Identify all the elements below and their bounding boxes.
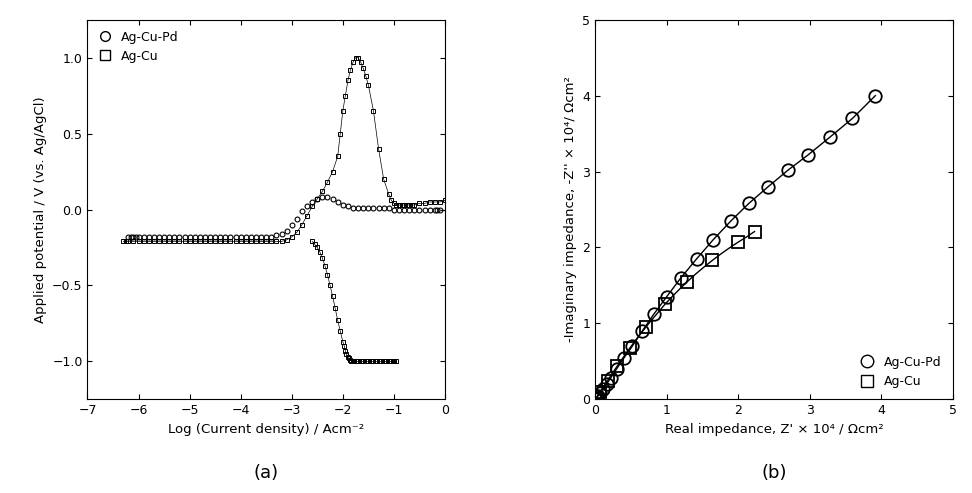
X-axis label: Log (Current density) / Acm⁻²: Log (Current density) / Acm⁻² [168, 423, 364, 436]
Legend: Ag-Cu-Pd, Ag-Cu: Ag-Cu-Pd, Ag-Cu [856, 351, 947, 393]
Y-axis label: Applied potential / V (vs. Ag/AgCl): Applied potential / V (vs. Ag/AgCl) [34, 96, 47, 323]
Text: (b): (b) [761, 464, 786, 482]
Text: (a): (a) [254, 464, 279, 482]
Y-axis label: -Imaginary impedance, -Z'' × 10⁴/ Ωcm²: -Imaginary impedance, -Z'' × 10⁴/ Ωcm² [564, 76, 576, 343]
X-axis label: Real impedance, Z' × 10⁴ / Ωcm²: Real impedance, Z' × 10⁴ / Ωcm² [665, 423, 884, 436]
Legend: Ag-Cu-Pd, Ag-Cu: Ag-Cu-Pd, Ag-Cu [93, 26, 184, 68]
